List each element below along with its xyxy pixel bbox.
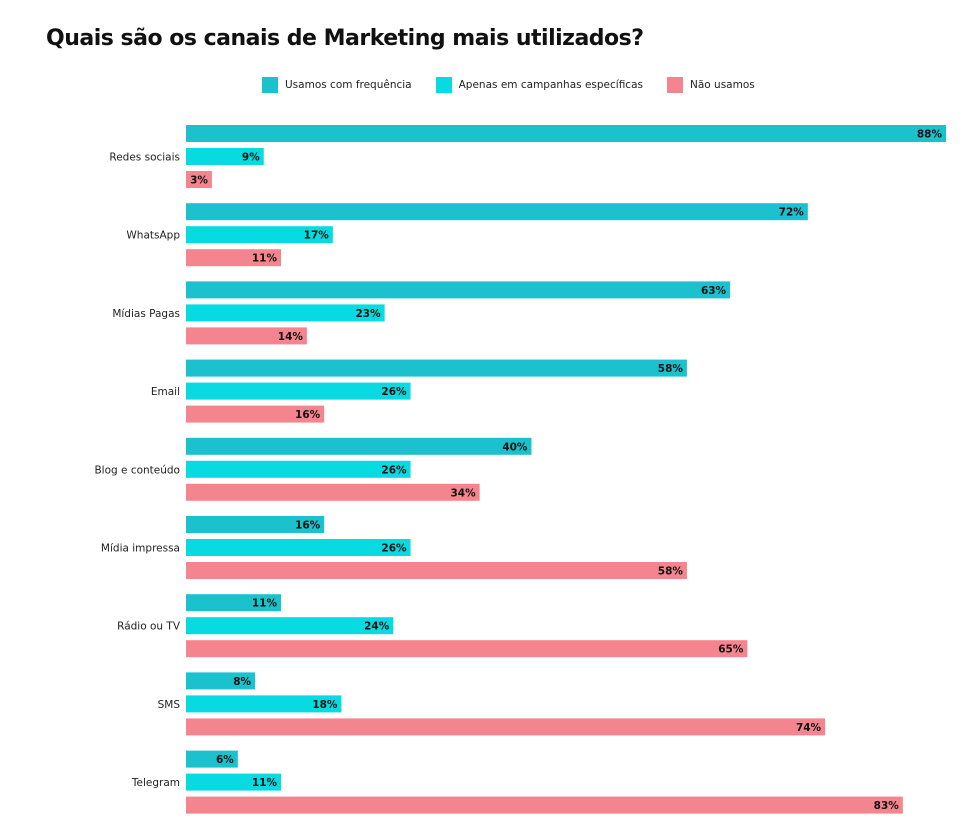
data-label: 58% [658, 566, 684, 578]
legend-item-not-used: Não usamos [666, 77, 755, 93]
bar [186, 594, 281, 612]
data-label: 34% [450, 487, 476, 499]
data-label: 11% [252, 598, 278, 610]
legend-swatch-campaigns [435, 77, 452, 93]
bar [186, 460, 411, 478]
bar [186, 203, 808, 221]
bar [186, 148, 264, 165]
legend-label-frequent: Usamos com frequência [285, 79, 412, 91]
data-label: 26% [381, 543, 407, 555]
data-label: 11% [252, 253, 278, 265]
bar [186, 281, 731, 299]
category-label: Mídia impressa [101, 543, 180, 555]
category-label: Telegram [131, 777, 180, 789]
bar [186, 562, 687, 579]
legend-item-frequent: Usamos com frequência [262, 77, 412, 93]
data-label: 26% [381, 386, 407, 398]
data-label: 83% [874, 800, 900, 812]
bar [186, 327, 307, 345]
data-label: 11% [252, 777, 278, 789]
data-label: 14% [278, 331, 304, 343]
legend-swatch-frequent [262, 77, 278, 93]
bar [186, 617, 394, 635]
bar [186, 359, 687, 377]
category-label: SMS [158, 699, 181, 711]
data-label: 63% [701, 285, 727, 297]
category-label: Mídias Pagas [112, 308, 180, 320]
data-label: 17% [304, 230, 330, 242]
legend-swatch-not-used [666, 77, 683, 93]
bar [186, 249, 281, 267]
bar [186, 304, 385, 322]
data-label: 74% [796, 722, 822, 734]
bar [186, 483, 480, 501]
bar [186, 382, 411, 400]
data-label: 26% [381, 464, 407, 476]
category-label: Redes sociais [109, 152, 180, 164]
data-label: 65% [718, 644, 744, 656]
data-label: 24% [364, 621, 390, 633]
bar [186, 718, 826, 736]
category-label: WhatsApp [126, 230, 180, 242]
bar [186, 516, 325, 533]
data-label: 23% [355, 308, 381, 320]
data-label: 3% [190, 175, 208, 187]
bar [186, 405, 325, 423]
data-label: 18% [312, 699, 338, 711]
bar [186, 437, 532, 455]
bar [186, 695, 342, 713]
bar [186, 171, 212, 188]
data-label: 58% [658, 363, 684, 375]
category-label: Email [151, 386, 180, 398]
category-label: Blog e conteúdo [94, 464, 180, 476]
bar [186, 539, 411, 556]
bar [186, 672, 256, 690]
bar [186, 750, 238, 768]
data-label: 16% [295, 520, 321, 532]
data-label: 88% [917, 129, 943, 141]
bar [186, 226, 333, 244]
data-label: 40% [502, 441, 528, 453]
data-label: 72% [779, 207, 805, 219]
legend-item-campaigns: Apenas em campanhas específicas [435, 77, 643, 93]
bar [186, 773, 281, 791]
bar [186, 125, 946, 142]
category-label: Rádio ou TV [117, 621, 181, 633]
legend: Usamos com frequência Apenas em campanha… [262, 77, 779, 93]
data-label: 6% [216, 754, 234, 766]
chart-title: Quais são os canais de Marketing mais ut… [46, 26, 644, 51]
bar [186, 640, 748, 658]
data-label: 9% [242, 152, 260, 164]
legend-label-campaigns: Apenas em campanhas específicas [458, 79, 643, 91]
legend-label-not-used: Não usamos [689, 79, 755, 91]
data-label: 8% [233, 676, 251, 688]
data-label: 16% [295, 409, 321, 421]
bar [186, 796, 903, 814]
